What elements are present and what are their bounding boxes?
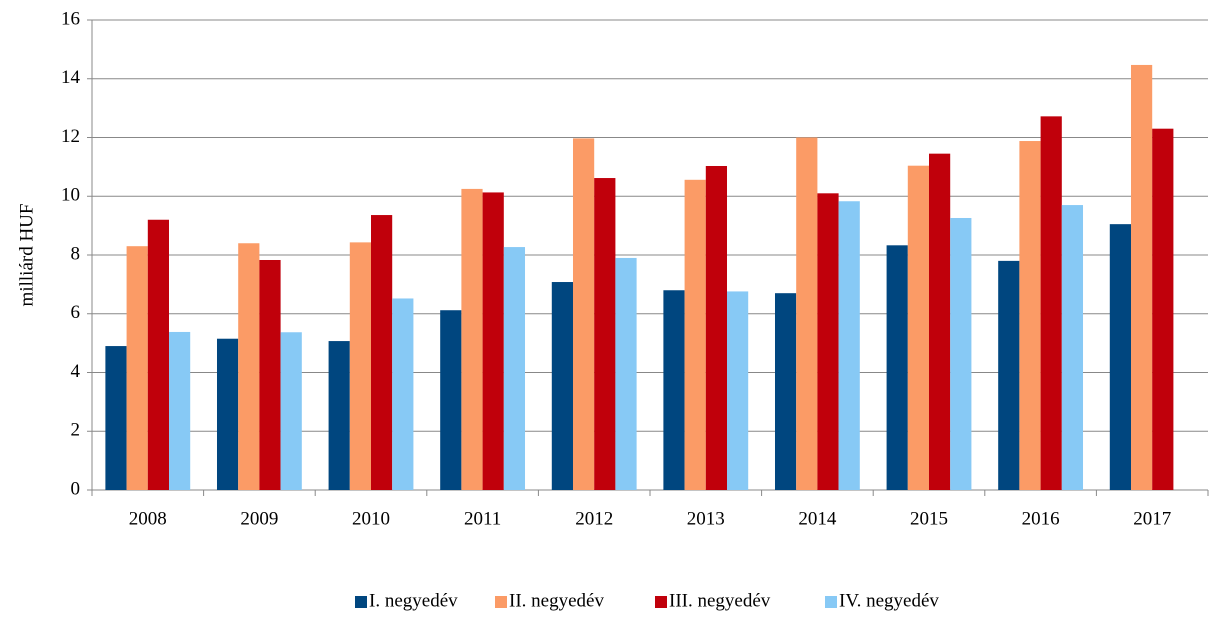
- y-tick-label: 2: [71, 420, 81, 441]
- x-tick-label: 2017: [1133, 508, 1171, 529]
- y-tick-label: 12: [61, 126, 80, 147]
- legend-swatch: [655, 596, 667, 608]
- bar: [461, 188, 483, 490]
- bar: [684, 179, 706, 491]
- bar: [774, 293, 797, 490]
- x-tick-label: 2008: [129, 508, 167, 529]
- bar: [663, 290, 685, 490]
- legend-swatch: [355, 596, 367, 608]
- bar: [950, 217, 972, 491]
- bar: [280, 332, 302, 490]
- bar: [572, 138, 595, 490]
- bar: [371, 215, 393, 491]
- bar: [1152, 128, 1174, 490]
- bar: [1109, 224, 1131, 490]
- bar: [594, 178, 616, 490]
- bar: [551, 282, 573, 490]
- x-tick-label: 2009: [240, 508, 278, 529]
- bar: [907, 165, 929, 490]
- bar: [727, 291, 749, 490]
- bar: [1061, 205, 1084, 490]
- y-tick-label: 14: [61, 67, 81, 88]
- x-tick-label: 2012: [575, 508, 613, 529]
- x-tick-label: 2015: [910, 508, 948, 529]
- legend-label: IV. negyedév: [839, 590, 939, 611]
- x-tick-label: 2011: [464, 508, 501, 529]
- bar: [886, 245, 908, 490]
- bar: [1019, 141, 1041, 490]
- y-axis-label: milliárd HUF: [16, 204, 37, 307]
- bar: [705, 165, 728, 490]
- bar: [105, 346, 127, 490]
- bar: [929, 153, 951, 490]
- legend-label: II. negyedév: [509, 590, 604, 611]
- bar: [838, 201, 860, 490]
- bar: [328, 341, 350, 490]
- bar: [216, 338, 239, 490]
- y-tick-label: 10: [61, 185, 80, 206]
- bar: [238, 243, 260, 490]
- bar: [147, 219, 170, 490]
- bar: [169, 331, 191, 490]
- bar: [482, 192, 504, 490]
- x-tick-label: 2014: [798, 508, 837, 529]
- bar: [817, 193, 839, 490]
- y-tick-label: 16: [61, 8, 80, 29]
- bar: [796, 137, 818, 490]
- x-tick-label: 2016: [1022, 508, 1060, 529]
- x-tick-label: 2013: [687, 508, 725, 529]
- bar: [349, 242, 371, 490]
- legend-swatch: [825, 596, 837, 608]
- bar: [615, 257, 637, 490]
- y-tick-label: 4: [71, 361, 81, 382]
- bar: [1130, 64, 1153, 490]
- bar: [392, 298, 414, 490]
- y-tick-label: 0: [71, 478, 81, 499]
- legend-swatch: [495, 596, 507, 608]
- y-tick-label: 8: [71, 243, 81, 264]
- bar: [998, 260, 1020, 490]
- bar: [440, 310, 462, 490]
- bar: [503, 247, 526, 490]
- x-tick-label: 2010: [352, 508, 390, 529]
- bar: [126, 246, 148, 490]
- legend-label: III. negyedév: [669, 590, 771, 611]
- bar: [259, 259, 281, 490]
- legend-label: I. negyedév: [369, 590, 458, 611]
- bar: [1040, 116, 1062, 490]
- y-tick-label: 6: [71, 302, 81, 323]
